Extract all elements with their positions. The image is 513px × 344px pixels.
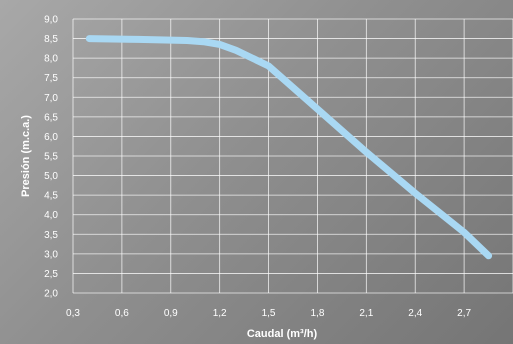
y-tick-label: 8,0: [44, 54, 58, 65]
y-tick-label: 4,5: [44, 191, 58, 202]
y-tick-label: 6,0: [44, 132, 58, 143]
y-tick-label: 6,5: [44, 112, 58, 123]
x-tick-label: 1,2: [213, 308, 227, 319]
x-tick-label: 1,5: [262, 308, 276, 319]
y-tick-label: 3,0: [44, 249, 58, 260]
grid: [72, 18, 513, 294]
x-tick-label: 0,9: [164, 308, 178, 319]
y-axis-ticks: 9,0 8,5 8,0 7,5 7,0 6,5 6,0 5,5 5,0 4,5 4,0 3,5 3,0 2…: [44, 15, 58, 300]
y-tick-label: 7,0: [44, 93, 58, 104]
y-tick-label: 5,0: [44, 171, 58, 182]
y-axis-title: Presión (m.c.a.): [20, 115, 32, 197]
y-tick-label: 2,5: [44, 269, 58, 280]
x-tick-label: 2,7: [457, 308, 471, 319]
y-tick-label: 9,0: [44, 15, 58, 26]
x-tick-label: 2,4: [408, 308, 422, 319]
x-tick-label: 0,3: [66, 308, 80, 319]
series-line-0: [85, 35, 493, 260]
x-axis-ticks: 0,3 0,6 0,9 1,2 1,5 1,8 2,1 2,4 2,7: [66, 308, 471, 319]
x-tick-label: 2,1: [359, 308, 373, 319]
x-tick-label: 0,6: [115, 308, 129, 319]
y-tick-label: 4,0: [44, 210, 58, 221]
x-tick-label: 1,8: [310, 308, 324, 319]
series-layer: [85, 35, 493, 260]
y-tick-label: 5,5: [44, 152, 58, 163]
y-tick-label: 7,5: [44, 73, 58, 84]
x-axis-title: Caudal (m³/h): [247, 328, 318, 340]
y-tick-label: 8,5: [44, 34, 58, 45]
y-tick-label: 2,0: [44, 289, 58, 300]
y-tick-label: 3,5: [44, 230, 58, 241]
